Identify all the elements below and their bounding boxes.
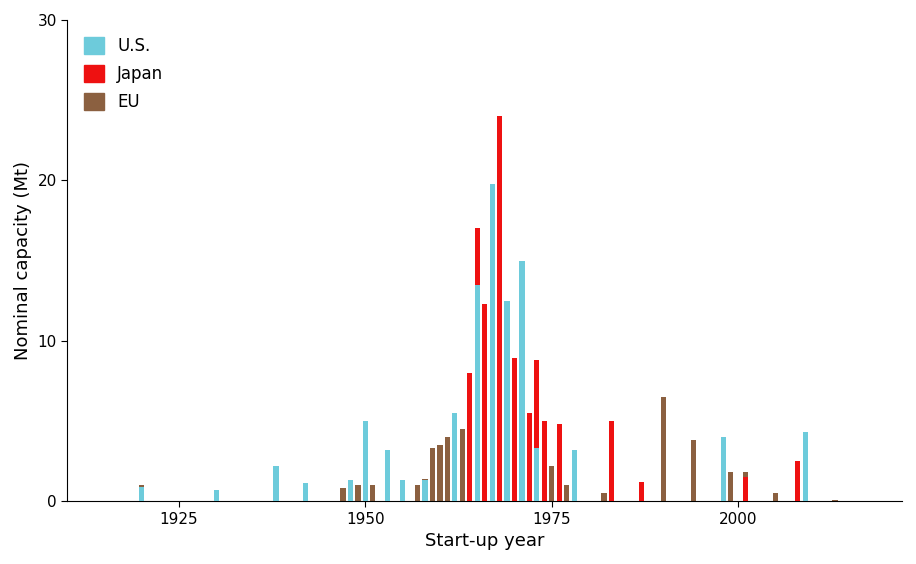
Bar (519, 261, 525, 501)
Y-axis label: Nominal capacity (Mt): Nominal capacity (Mt) (14, 161, 32, 360)
Bar (728, 472, 734, 501)
Bar (482, 304, 487, 501)
Bar (422, 481, 428, 501)
Bar (743, 477, 748, 501)
Bar (572, 450, 577, 501)
Bar (460, 429, 465, 501)
Bar (527, 413, 532, 501)
Bar (341, 488, 345, 501)
Bar (534, 448, 540, 501)
Bar (638, 482, 644, 501)
Bar (505, 325, 509, 501)
Bar (400, 487, 405, 501)
Bar (802, 432, 808, 501)
Bar (541, 421, 547, 501)
Bar (833, 500, 837, 501)
Bar (691, 440, 696, 501)
Bar (400, 481, 405, 501)
Bar (453, 448, 457, 501)
X-axis label: Start-up year: Start-up year (425, 532, 544, 550)
Bar (489, 183, 495, 501)
Bar (273, 491, 278, 501)
Bar (385, 450, 390, 501)
Bar (422, 479, 428, 501)
Bar (489, 405, 495, 501)
Bar (363, 421, 368, 501)
Bar (303, 483, 309, 501)
Legend: U.S., Japan, EU: U.S., Japan, EU (75, 28, 171, 120)
Bar (661, 397, 666, 501)
Bar (534, 461, 540, 501)
Bar (482, 306, 487, 501)
Bar (430, 448, 435, 501)
Bar (385, 482, 390, 501)
Bar (609, 421, 614, 501)
Bar (527, 413, 532, 501)
Bar (348, 481, 353, 501)
Bar (139, 485, 145, 501)
Bar (550, 466, 554, 501)
Bar (505, 301, 509, 501)
Bar (303, 493, 309, 501)
Bar (415, 485, 420, 501)
Bar (453, 413, 457, 501)
Bar (534, 360, 540, 501)
Bar (512, 458, 518, 501)
Bar (512, 358, 518, 501)
Bar (519, 405, 525, 501)
Bar (497, 116, 502, 501)
Bar (474, 285, 480, 501)
Bar (437, 445, 442, 501)
Bar (355, 485, 361, 501)
Bar (773, 493, 778, 501)
Bar (721, 437, 725, 501)
Bar (445, 437, 450, 501)
Bar (213, 490, 219, 501)
Bar (370, 485, 376, 501)
Bar (467, 373, 473, 501)
Bar (505, 421, 509, 501)
Bar (743, 472, 748, 501)
Bar (601, 493, 606, 501)
Bar (795, 461, 801, 501)
Bar (557, 424, 562, 501)
Bar (139, 487, 145, 501)
Bar (489, 413, 495, 501)
Bar (564, 485, 569, 501)
Bar (474, 413, 480, 501)
Bar (467, 445, 473, 501)
Bar (497, 402, 502, 501)
Bar (273, 466, 278, 501)
Bar (453, 445, 457, 501)
Bar (519, 306, 525, 501)
Bar (474, 228, 480, 501)
